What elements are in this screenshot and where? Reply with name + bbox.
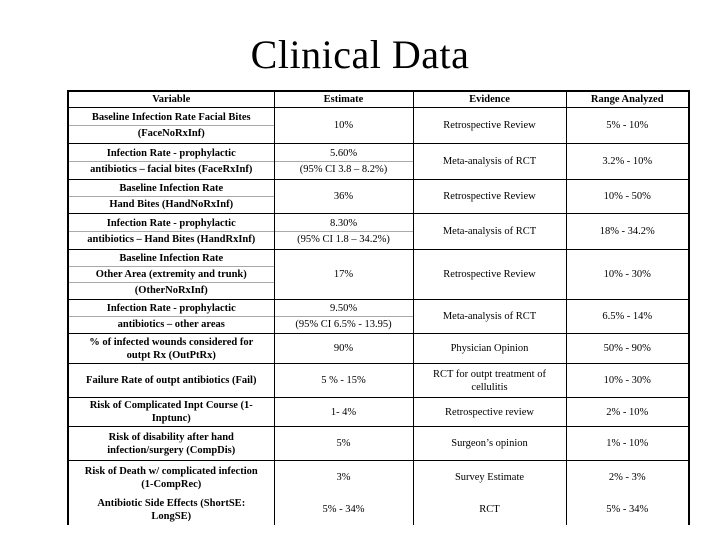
- cell-line-group: 5.60% (95% CI 3.8 – 8.2%): [275, 146, 412, 177]
- cell-variable: Risk of Death w/ complicated infection (…: [67, 460, 275, 495]
- cell-evidence: Retrospective Review: [412, 107, 567, 144]
- cell-range-analyzed: 5% - 34%: [565, 494, 690, 525]
- cell-range-analyzed: 50% - 90%: [565, 333, 690, 364]
- cell-line: antibiotics – Hand Bites (HandRxInf): [69, 231, 273, 247]
- cell-line: Infection Rate - prophylactic: [106, 148, 236, 159]
- table-row: Infection Rate - prophylactic antibiotics…: [67, 213, 690, 250]
- cell-range-analyzed: 10% - 50%: [565, 179, 690, 214]
- cell-line-group: Baseline Infection Rate Hand Bites (HandN…: [69, 181, 273, 212]
- cell-variable: Infection Rate - prophylactic antibiotics…: [67, 213, 275, 250]
- cell-variable: Baseline Infection Rate Facial Bites (Fac…: [67, 107, 275, 144]
- cell-evidence: Retrospective review: [412, 397, 567, 427]
- cell-evidence: Retrospective Review: [412, 249, 567, 300]
- cell-line-group: Baseline Infection Rate Other Area (extre…: [69, 251, 273, 298]
- cell-line-group: Baseline Infection Rate Facial Bites (Fac…: [69, 110, 273, 141]
- cell-variable: Baseline Infection Rate Hand Bites (HandN…: [67, 179, 275, 214]
- cell-evidence: RCT: [412, 494, 567, 525]
- cell-estimate: 8.30% (95% CI 1.8 – 34.2%): [273, 213, 414, 250]
- cell-line: Baseline Infection Rate: [119, 253, 224, 264]
- cell-line-group: Infection Rate - prophylactic antibiotics…: [69, 216, 273, 247]
- cell-line-group: 8.30% (95% CI 1.8 – 34.2%): [275, 216, 412, 247]
- cell-line: (95% CI 6.5% - 13.95): [275, 316, 412, 332]
- cell-evidence: Meta-analysis of RCT: [412, 213, 567, 250]
- cell-range-analyzed: 10% - 30%: [565, 249, 690, 300]
- cell-line: antibiotics – facial bites (FaceRxInf): [69, 161, 273, 177]
- cell-line-group: 9.50% (95% CI 6.5% - 13.95): [275, 301, 412, 332]
- cell-estimate: 10%: [273, 107, 414, 144]
- cell-range-analyzed: 18% - 34.2%: [565, 213, 690, 250]
- cell-variable: % of infected wounds considered for outp…: [67, 333, 275, 364]
- table-row: Antibiotic Side Effects (ShortSE: LongSE…: [67, 494, 690, 525]
- cell-evidence: Surgeon’s opinion: [412, 426, 567, 461]
- cell-line: Infection Rate - prophylactic: [106, 303, 236, 314]
- cell-estimate: 5.60% (95% CI 3.8 – 8.2%): [273, 143, 414, 180]
- table-row: Risk of Complicated Inpt Course (1- Inpt…: [67, 397, 690, 427]
- cell-range-analyzed: 10% - 30%: [565, 363, 690, 398]
- table-row: Baseline Infection Rate Hand Bites (HandN…: [67, 179, 690, 214]
- cell-estimate: 17%: [273, 249, 414, 300]
- cell-evidence: Meta-analysis of RCT: [412, 143, 567, 180]
- cell-line-group: Infection Rate - prophylactic antibiotics…: [69, 301, 273, 332]
- cell-range-analyzed: 1% - 10%: [565, 426, 690, 461]
- cell-estimate: 1- 4%: [273, 397, 414, 427]
- cell-line: Other Area (extremity and trunk): [69, 266, 273, 282]
- cell-variable: Risk of disability after hand infection/…: [67, 426, 275, 461]
- header-row: Variable Estimate Evidence Range Analyze…: [67, 90, 690, 108]
- cell-variable: Infection Rate - prophylactic antibiotics…: [67, 299, 275, 334]
- cell-estimate: 5%: [273, 426, 414, 461]
- table-row: Infection Rate - prophylactic antibiotics…: [67, 299, 690, 334]
- cell-variable: Antibiotic Side Effects (ShortSE: LongSE…: [67, 494, 275, 525]
- col-header-variable: Variable: [67, 90, 275, 108]
- cell-line: (OtherNoRxInf): [69, 282, 273, 298]
- cell-variable: Failure Rate of outpt antibiotics (Fail): [67, 363, 275, 398]
- cell-range-analyzed: 5% - 10%: [565, 107, 690, 144]
- page-title: Clinical Data: [250, 32, 470, 77]
- table-row: Infection Rate - prophylactic antibiotics…: [67, 143, 690, 180]
- table-header: Variable Estimate Evidence Range Analyze…: [67, 90, 690, 108]
- cell-line: 8.30%: [329, 218, 358, 229]
- clinical-data-table: Variable Estimate Evidence Range Analyze…: [67, 90, 690, 525]
- cell-evidence: Physician Opinion: [412, 333, 567, 364]
- table-row: Baseline Infection Rate Facial Bites (Fac…: [67, 107, 690, 144]
- cell-estimate: 9.50% (95% CI 6.5% - 13.95): [273, 299, 414, 334]
- table-row: Risk of disability after hand infection/…: [67, 426, 690, 461]
- cell-range-analyzed: 2% - 10%: [565, 397, 690, 427]
- cell-range-analyzed: 6.5% - 14%: [565, 299, 690, 334]
- cell-estimate: 90%: [273, 333, 414, 364]
- table-body: Baseline Infection Rate Facial Bites (Fac…: [67, 107, 690, 525]
- cell-estimate: 36%: [273, 179, 414, 214]
- table-row: % of infected wounds considered for outp…: [67, 333, 690, 364]
- cell-evidence: Meta-analysis of RCT: [412, 299, 567, 334]
- cell-range-analyzed: 3.2% - 10%: [565, 143, 690, 180]
- table-row: Failure Rate of outpt antibiotics (Fail)…: [67, 363, 690, 398]
- cell-estimate: 3%: [273, 460, 414, 495]
- cell-line: (FaceNoRxInf): [69, 125, 273, 141]
- cell-line: 5.60%: [329, 148, 358, 159]
- cell-line: Infection Rate - prophylactic: [106, 218, 236, 229]
- cell-line: antibiotics – other areas: [69, 316, 273, 332]
- cell-line: Baseline Infection Rate: [119, 183, 224, 194]
- col-header-range-analyzed: Range Analyzed: [565, 90, 690, 108]
- cell-line-group: Infection Rate - prophylactic antibiotics…: [69, 146, 273, 177]
- table-row: Baseline Infection Rate Other Area (extre…: [67, 249, 690, 300]
- cell-evidence: Survey Estimate: [412, 460, 567, 495]
- cell-evidence: Retrospective Review: [412, 179, 567, 214]
- cell-line: (95% CI 3.8 – 8.2%): [275, 161, 412, 177]
- cell-range-analyzed: 2% - 3%: [565, 460, 690, 495]
- cell-variable: Baseline Infection Rate Other Area (extre…: [67, 249, 275, 300]
- cell-line: Baseline Infection Rate Facial Bites: [91, 112, 251, 123]
- cell-line: 9.50%: [329, 303, 358, 314]
- cell-estimate: 5 % - 15%: [273, 363, 414, 398]
- cell-line: (95% CI 1.8 – 34.2%): [275, 231, 412, 247]
- col-header-evidence: Evidence: [412, 90, 567, 108]
- cell-line: Hand Bites (HandNoRxInf): [69, 196, 273, 212]
- cell-variable: Infection Rate - prophylactic antibiotics…: [67, 143, 275, 180]
- cell-evidence: RCT for outpt treatment of cellulitis: [412, 363, 567, 398]
- table-row: Risk of Death w/ complicated infection (…: [67, 460, 690, 495]
- cell-variable: Risk of Complicated Inpt Course (1- Inpt…: [67, 397, 275, 427]
- col-header-estimate: Estimate: [273, 90, 414, 108]
- cell-estimate: 5% - 34%: [273, 494, 414, 525]
